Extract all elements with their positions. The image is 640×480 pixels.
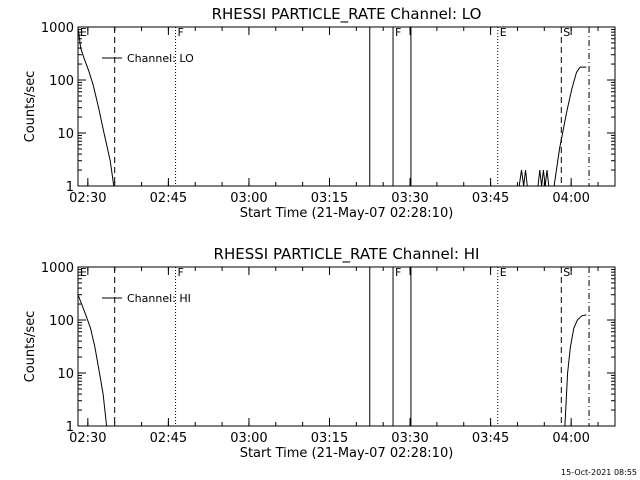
x-tick-label: 02:45 [150,191,187,206]
chart-title: RHESSI PARTICLE_RATE Channel: HI [214,245,480,264]
y-axis-label: Counts/sec [23,71,38,143]
event-marker-label: F [178,266,184,279]
event-marker-label: S [563,26,570,39]
series-line [564,314,587,427]
event-marker-label: F [395,266,401,279]
y-axis-label: Counts/sec [23,311,38,383]
event-marker-label: E [500,266,507,279]
x-tick-label: 04:00 [552,431,589,446]
event-marker-label: E [80,26,87,39]
y-tick-label: 1000 [41,261,74,276]
series-line [77,26,115,187]
chart-panel-lo: RHESSI PARTICLE_RATE Channel: LO 1 10 100 10… [23,5,616,221]
event-marker-label: E [500,26,507,39]
y-tick-label: 1 [66,180,74,195]
x-tick-label: 03:00 [230,191,267,206]
y-tick-label: 1 [66,420,74,435]
x-tick-label: 03:30 [391,431,428,446]
timestamp-label: 15-Oct-2021 08:55 [561,468,637,477]
y-tick-label: 100 [49,314,74,329]
x-tick-label: 02:45 [150,431,187,446]
x-tick-label: 03:30 [391,191,428,206]
series-line [553,66,587,187]
x-tick-label: 03:00 [230,431,267,446]
event-marker-label: F [395,26,401,39]
event-marker-label: S [563,266,570,279]
x-tick-label: 02:30 [69,431,106,446]
y-tick-label: 10 [57,367,74,382]
y-tick-label: 100 [49,74,74,89]
x-tick-label: 03:15 [311,431,348,446]
legend-label: Channel: LO [127,52,194,65]
x-tick-label: 02:30 [69,191,106,206]
series-line [518,169,528,187]
x-tick-label: 03:45 [472,191,509,206]
x-axis-label: Start Time (21-May-07 02:28:10) [240,446,454,461]
plot-frame [77,26,616,187]
y-tick-label: 10 [57,127,74,142]
legend-label: Channel: HI [127,292,191,305]
x-tick-label: 03:15 [311,191,348,206]
series-line [537,169,550,187]
event-marker-label: F [178,26,184,39]
x-tick-label: 03:45 [472,431,509,446]
chart-panel-hi: RHESSI PARTICLE_RATE Channel: HI 1 10 100 10… [23,245,616,461]
chart-title: RHESSI PARTICLE_RATE Channel: LO [212,5,482,24]
x-tick-label: 04:00 [552,191,589,206]
event-marker-label: E [80,266,87,279]
series-line [77,294,108,427]
x-axis-label: Start Time (21-May-07 02:28:10) [240,206,454,221]
y-tick-label: 1000 [41,21,74,36]
plot-frame [77,266,616,427]
